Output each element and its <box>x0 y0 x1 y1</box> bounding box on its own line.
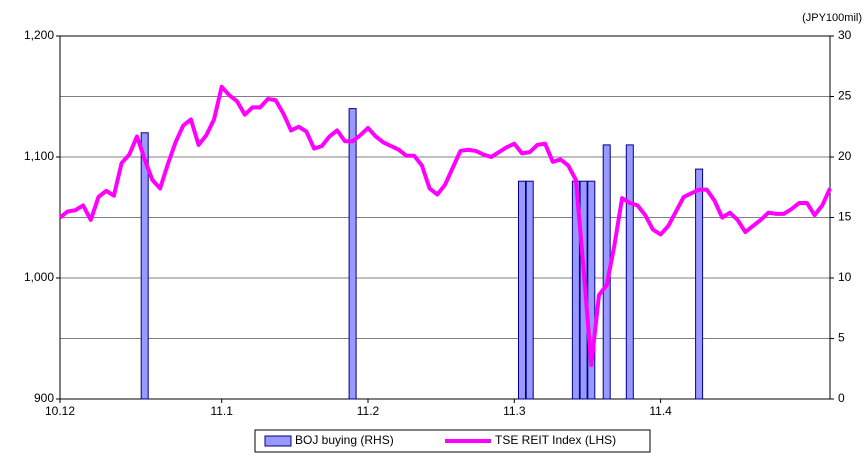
y2-tick-label: 25 <box>838 89 852 103</box>
bar <box>348 108 357 400</box>
x-tick-label: 11.1 <box>210 404 233 418</box>
bar <box>525 180 534 400</box>
y-tick-label: 900 <box>34 391 54 405</box>
y2-unit-label: (JPY100mil) <box>802 12 862 24</box>
y2-tick-label: 10 <box>838 270 852 284</box>
y2-tick-label: 20 <box>838 149 852 163</box>
y2-tick-label: 0 <box>838 391 845 405</box>
legend-label: TSE REIT Index (LHS) <box>495 433 616 447</box>
y-tick-label: 1,000 <box>24 270 54 284</box>
bar <box>695 168 704 400</box>
y-tick-label: 1,100 <box>24 149 54 163</box>
bar <box>518 180 526 400</box>
bar <box>140 132 149 400</box>
y2-tick-label: 15 <box>838 210 852 224</box>
x-tick-label: 11.3 <box>503 404 526 418</box>
legend-label: BOJ buying (RHS) <box>295 433 394 447</box>
line <box>58 84 832 368</box>
y2-tick-label: 30 <box>838 28 852 42</box>
x-tick-label: 11.2 <box>357 404 380 418</box>
x-tick-label: 10.12 <box>45 404 75 418</box>
bar <box>587 180 596 400</box>
y-tick-label: 1,200 <box>24 28 54 42</box>
x-tick-label: 11.4 <box>649 404 672 418</box>
legend-swatch <box>264 435 292 447</box>
y2-tick-label: 5 <box>838 331 845 345</box>
bar <box>625 144 634 400</box>
